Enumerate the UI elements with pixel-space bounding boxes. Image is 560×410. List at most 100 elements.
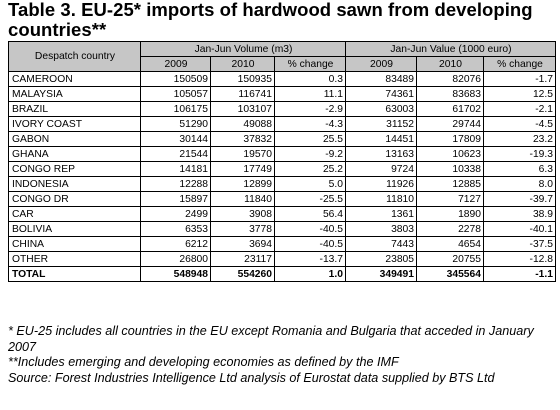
table-row: GHANA 21544 19570 -9.2 13163 10623 -19.3	[8, 146, 556, 162]
cell-volume-2010: 3908	[210, 206, 275, 222]
cell-volume-change: 5.0	[274, 176, 346, 192]
table-row: CAMEROON 150509 150935 0.3 83489 82076 -1.7	[8, 71, 556, 87]
cell-country: IVORY COAST	[8, 116, 141, 132]
table-row: CAR 2499 3908 56.4 1361 1890 38.9	[8, 206, 556, 222]
cell-value-2010: 12885	[416, 176, 484, 192]
cell-volume-2010: 554260	[210, 266, 275, 282]
cell-volume-2009: 150509	[140, 71, 211, 87]
cell-value-change: 23.2	[483, 131, 556, 147]
cell-value-2010: 2278	[416, 221, 484, 237]
cell-value-2010: 4654	[416, 236, 484, 252]
cell-country: INDONESIA	[8, 176, 141, 192]
header-value-change: % change	[483, 56, 556, 72]
cell-volume-2010: 12899	[210, 176, 275, 192]
total-row: TOTAL 548948 554260 1.0 349491 345564 -1.1	[8, 266, 556, 282]
cell-value-2009: 74361	[345, 86, 417, 102]
cell-volume-2010: 19570	[210, 146, 275, 162]
cell-volume-2009: 548948	[140, 266, 211, 282]
cell-country: CAR	[8, 206, 141, 222]
cell-volume-2010: 11840	[210, 191, 275, 207]
cell-volume-2010: 103107	[210, 101, 275, 117]
cell-volume-2009: 105057	[140, 86, 211, 102]
cell-value-2010: 17809	[416, 131, 484, 147]
cell-value-2010: 345564	[416, 266, 484, 282]
cell-value-2009: 3803	[345, 221, 417, 237]
cell-value-change: -1.1	[483, 266, 556, 282]
cell-value-2010: 20755	[416, 251, 484, 267]
cell-volume-2009: 6353	[140, 221, 211, 237]
cell-country: BRAZIL	[8, 101, 141, 117]
cell-country: CAMEROON	[8, 71, 141, 87]
header-value-2010: 2010	[416, 56, 484, 72]
cell-value-change: -1.7	[483, 71, 556, 87]
table-row: IVORY COAST 51290 49088 -4.3 31152 29744 -4.5	[8, 116, 556, 132]
cell-value-change: -12.8	[483, 251, 556, 267]
cell-volume-2009: 26800	[140, 251, 211, 267]
cell-value-2009: 14451	[345, 131, 417, 147]
cell-value-2010: 1890	[416, 206, 484, 222]
cell-value-change: -39.7	[483, 191, 556, 207]
cell-volume-2010: 3694	[210, 236, 275, 252]
header-volume-2010: 2010	[210, 56, 275, 72]
cell-volume-2010: 3778	[210, 221, 275, 237]
header-value-2009: 2009	[345, 56, 417, 72]
cell-value-2009: 13163	[345, 146, 417, 162]
cell-value-2009: 349491	[345, 266, 417, 282]
cell-value-2009: 83489	[345, 71, 417, 87]
cell-value-change: -2.1	[483, 101, 556, 117]
imports-table: Despatch country Jan-Jun Volume (m3) Jan…	[8, 41, 556, 282]
cell-country: BOLIVIA	[8, 221, 141, 237]
cell-value-change: -40.1	[483, 221, 556, 237]
table-title: Table 3. EU-25* imports of hardwood sawn…	[8, 0, 533, 40]
cell-value-change: -37.5	[483, 236, 556, 252]
table-row: MALAYSIA 105057 116741 11.1 74361 83683 12.5	[8, 86, 556, 102]
cell-country: CONGO DR	[8, 191, 141, 207]
cell-volume-change: -9.2	[274, 146, 346, 162]
cell-value-change: 38.9	[483, 206, 556, 222]
cell-volume-2009: 30144	[140, 131, 211, 147]
cell-volume-2009: 15897	[140, 191, 211, 207]
cell-volume-2010: 23117	[210, 251, 275, 267]
cell-value-2010: 7127	[416, 191, 484, 207]
cell-value-change: 8.0	[483, 176, 556, 192]
cell-volume-2009: 12288	[140, 176, 211, 192]
cell-value-2010: 10623	[416, 146, 484, 162]
table-row: BOLIVIA 6353 3778 -40.5 3803 2278 -40.1	[8, 221, 556, 237]
cell-value-2009: 9724	[345, 161, 417, 177]
cell-value-2009: 11926	[345, 176, 417, 192]
header-volume-change: % change	[274, 56, 346, 72]
cell-value-2010: 82076	[416, 71, 484, 87]
table-row: CHINA 6212 3694 -40.5 7443 4654 -37.5	[8, 236, 556, 252]
table-row: GABON 30144 37832 25.5 14451 17809 23.2	[8, 131, 556, 147]
header-volume-2009: 2009	[140, 56, 211, 72]
cell-volume-change: -13.7	[274, 251, 346, 267]
cell-volume-2010: 37832	[210, 131, 275, 147]
cell-volume-change: 25.5	[274, 131, 346, 147]
header-row-groups: Despatch country Jan-Jun Volume (m3) Jan…	[8, 41, 556, 72]
footnote-eu25: * EU-25 includes all countries in the EU…	[8, 324, 534, 354]
cell-volume-2010: 150935	[210, 71, 275, 87]
cell-volume-change: 0.3	[274, 71, 346, 87]
cell-value-2010: 29744	[416, 116, 484, 132]
cell-volume-2009: 106175	[140, 101, 211, 117]
cell-volume-change: -4.3	[274, 116, 346, 132]
cell-value-2010: 61702	[416, 101, 484, 117]
cell-country: CONGO REP	[8, 161, 141, 177]
header-value-group: Jan-Jun Value (1000 euro)	[345, 41, 556, 57]
table-row: CONGO REP 14181 17749 25.2 9724 10338 6.3	[8, 161, 556, 177]
cell-value-2010: 10338	[416, 161, 484, 177]
footnotes: * EU-25 includes all countries in the EU…	[8, 324, 556, 386]
table-row: INDONESIA 12288 12899 5.0 11926 12885 8.0	[8, 176, 556, 192]
cell-value-2010: 83683	[416, 86, 484, 102]
cell-value-change: 12.5	[483, 86, 556, 102]
cell-value-2009: 7443	[345, 236, 417, 252]
header-despatch-country: Despatch country	[8, 41, 141, 72]
table-body: CAMEROON 150509 150935 0.3 83489 82076 -1.7 MAL…	[8, 71, 556, 282]
cell-volume-change: -25.5	[274, 191, 346, 207]
footnote-source: Source: Forest Industries Intelligence L…	[8, 370, 495, 385]
header-volume-group: Jan-Jun Volume (m3)	[140, 41, 346, 57]
cell-country: GABON	[8, 131, 141, 147]
table-row: OTHER 26800 23117 -13.7 23805 20755 -12.8	[8, 251, 556, 267]
cell-value-change: -4.5	[483, 116, 556, 132]
cell-volume-2010: 17749	[210, 161, 275, 177]
